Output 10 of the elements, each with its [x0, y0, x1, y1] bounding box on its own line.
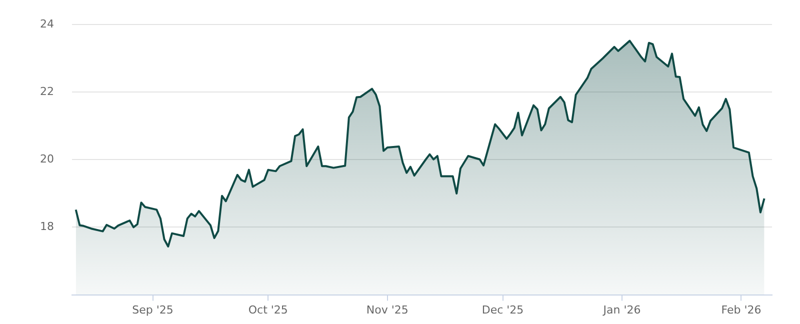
x-tick-label: Oct '25: [248, 303, 288, 316]
x-tick-label: Jan '26: [602, 303, 641, 316]
x-tick-label: Sep '25: [132, 303, 174, 316]
y-tick-label: 22: [40, 85, 54, 98]
x-tick-label: Nov '25: [366, 303, 408, 316]
y-tick-label: 24: [40, 17, 54, 30]
x-tick-label: Dec '25: [482, 303, 524, 316]
y-tick-label: 18: [40, 220, 54, 234]
y-tick-label: 20: [40, 152, 54, 166]
x-tick-label: Feb '26: [721, 303, 762, 316]
